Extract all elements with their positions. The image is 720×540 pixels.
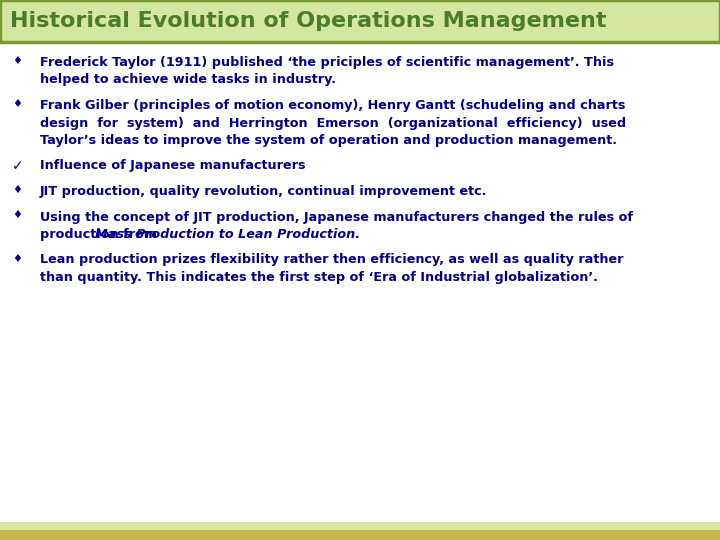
Text: Mass Production to Lean Production.: Mass Production to Lean Production. bbox=[95, 228, 360, 241]
Text: design  for  system)  and  Herrington  Emerson  (organizational  efficiency)  us: design for system) and Herrington Emerso… bbox=[40, 117, 626, 130]
Text: ✓: ✓ bbox=[12, 159, 24, 173]
Text: Using the concept of JIT production, Japanese manufacturers changed the rules of: Using the concept of JIT production, Jap… bbox=[40, 211, 633, 224]
Text: Influence of Japanese manufacturers: Influence of Japanese manufacturers bbox=[40, 159, 305, 172]
Text: helped to achieve wide tasks in industry.: helped to achieve wide tasks in industry… bbox=[40, 73, 336, 86]
Text: Taylor’s ideas to improve the system of operation and production management.: Taylor’s ideas to improve the system of … bbox=[40, 134, 617, 147]
Text: ♦: ♦ bbox=[12, 253, 22, 264]
Text: ♦: ♦ bbox=[12, 211, 22, 220]
Text: Frank Gilber (principles of motion economy), Henry Gantt (schudeling and charts: Frank Gilber (principles of motion econo… bbox=[40, 99, 626, 112]
Text: production from: production from bbox=[40, 228, 161, 241]
Text: Lean production prizes flexibility rather then efficiency, as well as quality ra: Lean production prizes flexibility rathe… bbox=[40, 253, 624, 267]
Text: Historical Evolution of Operations Management: Historical Evolution of Operations Manag… bbox=[10, 11, 606, 31]
Text: ♦: ♦ bbox=[12, 56, 22, 66]
Text: ♦: ♦ bbox=[12, 99, 22, 109]
Text: Frederick Taylor (1911) published ‘the priciples of scientific management’. This: Frederick Taylor (1911) published ‘the p… bbox=[40, 56, 614, 69]
Text: than quantity. This indicates the first step of ‘Era of Industrial globalization: than quantity. This indicates the first … bbox=[40, 271, 598, 284]
Text: JIT production, quality revolution, continual improvement etc.: JIT production, quality revolution, cont… bbox=[40, 185, 487, 198]
Bar bbox=[0, 530, 720, 540]
Text: ♦: ♦ bbox=[12, 185, 22, 195]
Bar bbox=[0, 522, 720, 530]
Bar bbox=[0, 0, 720, 42]
